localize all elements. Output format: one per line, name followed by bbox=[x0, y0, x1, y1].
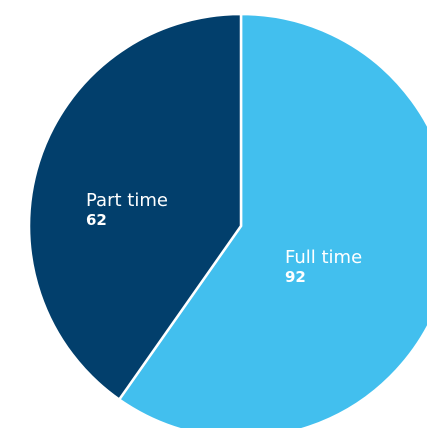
pie-labels: Part time 62 Full time 92 bbox=[86, 190, 362, 286]
slice-full-time bbox=[117, 12, 427, 428]
label-full-time: Full time bbox=[285, 247, 362, 268]
pie-slices bbox=[27, 12, 427, 428]
slice-part-time bbox=[27, 12, 243, 402]
value-part-time: 62 bbox=[86, 211, 107, 229]
value-full-time: 92 bbox=[285, 268, 306, 286]
label-part-time: Part time bbox=[86, 190, 168, 211]
